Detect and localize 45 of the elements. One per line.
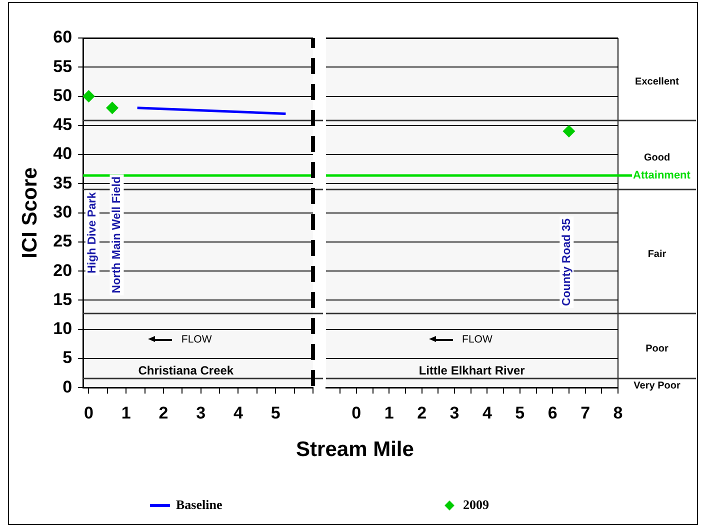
- x-tick-label: 6: [548, 403, 558, 422]
- annotation: Christiana Creek: [138, 364, 234, 378]
- x-tick-label: 4: [482, 403, 492, 422]
- x-tick-label: 0: [352, 403, 362, 422]
- y-tick-label: 20: [53, 260, 72, 280]
- x-tick-label: 5: [270, 403, 280, 422]
- ref-line-label: Attainment: [633, 170, 691, 182]
- band-label: Good: [644, 152, 670, 164]
- y-tick-label: 45: [53, 115, 72, 134]
- band-label: Excellent: [635, 76, 680, 88]
- y-tick-label: 40: [53, 144, 72, 164]
- legend-label: Baseline: [176, 497, 222, 513]
- x-axis-title: Stream Mile: [296, 438, 414, 462]
- y-tick-label: 50: [53, 86, 72, 105]
- x-tick-label: 1: [121, 403, 131, 422]
- y-tick-label: 5: [62, 348, 72, 368]
- y-tick-label: 30: [53, 202, 72, 222]
- y-tick-label: 15: [53, 290, 72, 309]
- annotation: Little Elkhart River: [418, 364, 526, 378]
- y-tick-label: 60: [53, 28, 72, 47]
- y-tick-label: 25: [53, 232, 72, 251]
- legend-label: 2009: [463, 497, 489, 513]
- x-tick-label: 2: [158, 403, 168, 422]
- annotation: High Dive Park: [86, 192, 99, 274]
- x-tick-label: 7: [580, 403, 590, 422]
- x-tick-label: 4: [234, 403, 244, 422]
- x-tick-label: 3: [450, 403, 460, 422]
- annotation: North Main Well Field: [110, 176, 123, 294]
- x-tick-label: 3: [196, 403, 206, 422]
- x-tick-label: 5: [515, 403, 525, 422]
- y-axis-title: ICI Score: [18, 167, 42, 258]
- band-label: Fair: [648, 249, 666, 260]
- y-tick-label: 10: [53, 319, 72, 338]
- x-tick-label: 0: [84, 403, 94, 422]
- x-tick-label: 1: [384, 403, 394, 422]
- annotation: County Road 35: [560, 218, 573, 306]
- annotation: FLOW: [462, 334, 492, 346]
- x-tick-label: 8: [613, 403, 623, 422]
- band-label: Poor: [646, 343, 668, 354]
- annotation: FLOW: [181, 334, 212, 346]
- y-tick-label: 35: [53, 173, 72, 192]
- y-tick-label: 55: [53, 56, 72, 76]
- x-tick-label: 2: [417, 403, 427, 422]
- band-label: Very Poor: [634, 380, 680, 392]
- y-tick-label: 0: [62, 377, 72, 396]
